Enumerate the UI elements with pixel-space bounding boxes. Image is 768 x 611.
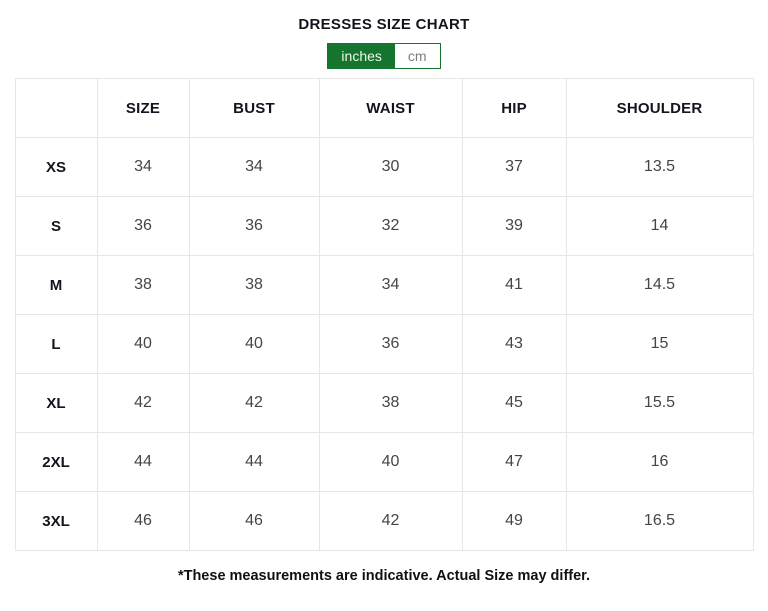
row-label: 3XL	[14, 491, 98, 551]
unit-toggle-wrap: inches cm	[0, 43, 768, 69]
size-value-cell: 40	[318, 432, 463, 492]
column-header-bust: BUST	[188, 78, 320, 138]
size-value-cell: 47	[461, 432, 567, 492]
size-value-cell: 15	[565, 314, 754, 374]
size-value-cell: 38	[96, 255, 190, 315]
row-label: 2XL	[14, 432, 98, 492]
row-label: XS	[14, 137, 98, 197]
unit-inches-button[interactable]: inches	[328, 44, 395, 68]
size-value-cell: 16	[565, 432, 754, 492]
size-value-cell: 38	[318, 373, 463, 433]
table-row-l: L 40 40 36 43 15	[14, 314, 754, 374]
unit-toggle: inches cm	[327, 43, 441, 69]
size-value-cell: 36	[188, 196, 320, 256]
unit-cm-button[interactable]: cm	[394, 44, 440, 68]
corner-cell	[14, 78, 98, 138]
size-value-cell: 46	[96, 491, 190, 551]
size-value-cell: 40	[96, 314, 190, 374]
size-value-cell: 43	[461, 314, 567, 374]
size-value-cell: 34	[96, 137, 190, 197]
page-title: DRESSES SIZE CHART	[298, 16, 470, 33]
table-row-m: M 38 38 34 41 14.5	[14, 255, 754, 315]
footnote: *These measurements are indicative. Actu…	[177, 568, 591, 584]
row-label: M	[14, 255, 98, 315]
table-row-2xl: 2XL 44 44 40 47 16	[14, 432, 754, 492]
table-row-xl: XL 42 42 38 45 15.5	[14, 373, 754, 433]
size-value-cell: 13.5	[565, 137, 754, 197]
size-value-cell: 46	[188, 491, 320, 551]
size-value-cell: 42	[188, 373, 320, 433]
row-label: XL	[14, 373, 98, 433]
size-value-cell: 42	[318, 491, 463, 551]
row-label: S	[14, 196, 98, 256]
table-row-xs: XS 34 34 30 37 13.5	[14, 137, 754, 197]
size-value-cell: 36	[96, 196, 190, 256]
size-value-cell: 42	[96, 373, 190, 433]
size-value-cell: 39	[461, 196, 567, 256]
column-header-hip: HIP	[461, 78, 567, 138]
column-header-shoulder: SHOULDER	[565, 78, 754, 138]
size-value-cell: 40	[188, 314, 320, 374]
header-row: SIZE BUST WAIST HIP SHOULDER	[14, 78, 754, 138]
size-value-cell: 34	[318, 255, 463, 315]
row-label: L	[14, 314, 98, 374]
size-value-cell: 16.5	[565, 491, 754, 551]
size-value-cell: 37	[461, 137, 567, 197]
size-value-cell: 14.5	[565, 255, 754, 315]
size-value-cell: 44	[96, 432, 190, 492]
column-header-size: SIZE	[96, 78, 190, 138]
size-value-cell: 32	[318, 196, 463, 256]
size-value-cell: 30	[318, 137, 463, 197]
size-value-cell: 15.5	[565, 373, 754, 433]
size-value-cell: 38	[188, 255, 320, 315]
size-value-cell: 45	[461, 373, 567, 433]
table-row-3xl: 3XL 46 46 42 49 16.5	[14, 491, 754, 551]
size-value-cell: 34	[188, 137, 320, 197]
size-chart-table: SIZE BUST WAIST HIP SHOULDER XS 34 34 30…	[14, 78, 754, 551]
column-header-waist: WAIST	[318, 78, 463, 138]
table-row-s: S 36 36 32 39 14	[14, 196, 754, 256]
size-value-cell: 44	[188, 432, 320, 492]
size-value-cell: 41	[461, 255, 567, 315]
size-value-cell: 49	[461, 491, 567, 551]
size-value-cell: 36	[318, 314, 463, 374]
size-value-cell: 14	[565, 196, 754, 256]
